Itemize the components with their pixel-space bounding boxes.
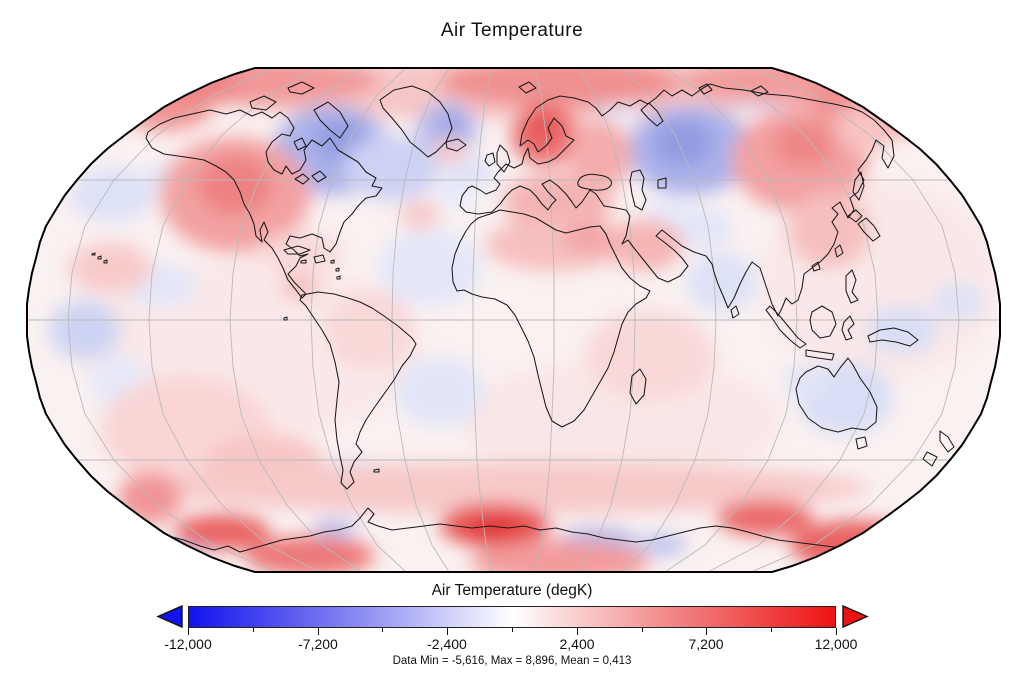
colorbar-tick-label: 7,200	[688, 636, 724, 652]
page-title: Air Temperature	[440, 20, 584, 41]
coast-inland-seas	[577, 169, 647, 211]
colorbar-tick	[642, 628, 643, 632]
coast-eurasia	[459, 83, 895, 317]
graticule	[27, 68, 1000, 572]
colorbar-tick-label: -12,000	[164, 636, 212, 652]
coast-south-america	[299, 291, 417, 490]
map-border	[26, 67, 1001, 573]
coast-islands	[91, 81, 955, 473]
stats-caption: Data Min = -5,616, Max = 8,896, Mean = 0…	[392, 655, 632, 667]
colorbar-tick-label: 12,000	[814, 636, 858, 652]
coast-africa	[451, 209, 651, 428]
colorbar-tick	[706, 628, 707, 635]
colorbar-tick-label: -2,400	[427, 636, 467, 652]
colorbar-tick	[836, 628, 837, 635]
colorbar-tick	[318, 628, 319, 635]
colorbar-tick	[382, 628, 383, 632]
colorbar-tick	[253, 628, 254, 632]
colorbar-tick	[447, 628, 448, 635]
colorbar-gradient	[188, 606, 836, 628]
colorbar-tick	[512, 628, 513, 632]
colorbar-under-range-arrow-icon	[156, 604, 183, 629]
coastlines	[91, 81, 955, 559]
colorbar-over-range-arrow-icon	[842, 604, 869, 629]
colorbar-tick-label: -7,200	[298, 636, 338, 652]
colorbar-tick	[188, 628, 189, 635]
colorbar-tick	[577, 628, 578, 635]
colorbar-tick-label: 2,400	[559, 636, 595, 652]
coast-north-america	[145, 109, 383, 299]
coast-australia	[795, 357, 878, 433]
world-map-svg	[26, 67, 1001, 573]
colorbar-tick	[771, 628, 772, 632]
coast-antarctica	[149, 507, 921, 559]
colorbar-title: Air Temperature (degK)	[431, 582, 593, 599]
